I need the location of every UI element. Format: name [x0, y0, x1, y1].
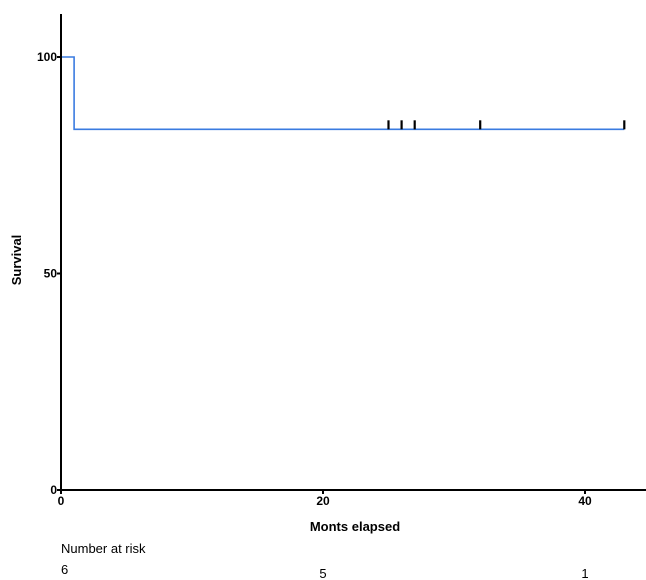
x-tick-label: 20 [316, 494, 330, 508]
risk-table: 6 5 1 [61, 562, 589, 580]
risk-table-title: Number at risk [61, 541, 146, 556]
x-tick-label: 40 [578, 494, 592, 508]
axes: 0 50 100 0 20 40 [37, 14, 646, 508]
risk-count: 6 [61, 562, 68, 577]
risk-count: 1 [581, 566, 588, 580]
y-tick-label: 0 [50, 483, 57, 497]
x-tick-label: 0 [58, 494, 65, 508]
y-tick-label: 50 [44, 267, 58, 281]
risk-count: 5 [319, 566, 326, 580]
plot-area [61, 56, 626, 131]
y-tick-label: 100 [37, 50, 57, 64]
survival-curve [61, 56, 625, 131]
y-axis-label: Survival [9, 235, 24, 286]
x-axis-label: Monts elapsed [310, 519, 400, 534]
